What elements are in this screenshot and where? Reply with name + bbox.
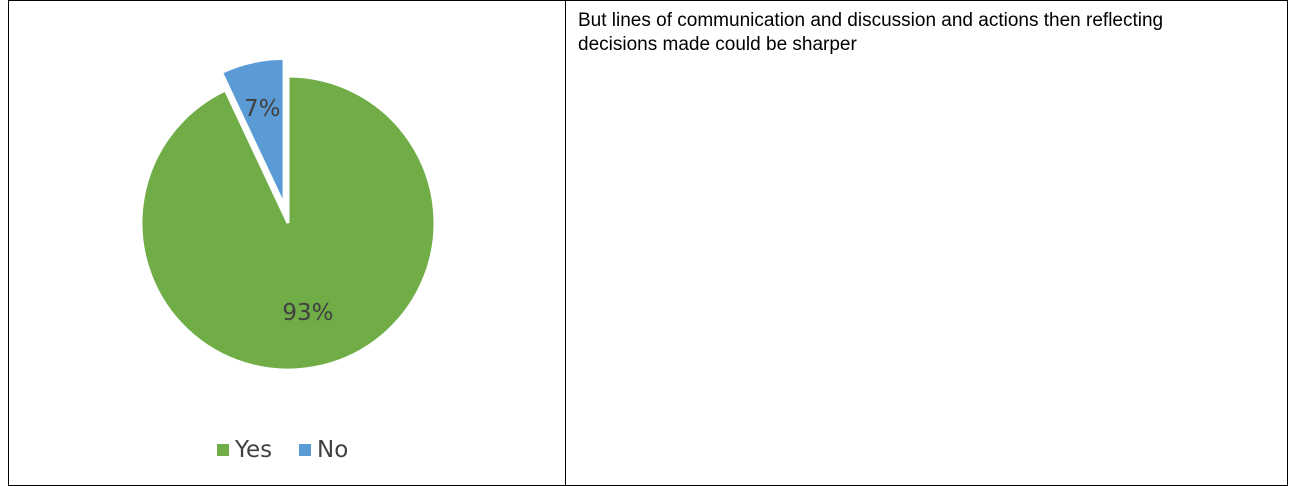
pie-slice-yes xyxy=(139,74,437,372)
document-table: 93% 7% Yes No But lines of communication a… xyxy=(8,0,1288,486)
data-label-yes: 93% xyxy=(282,300,333,326)
data-label-no: 7% xyxy=(244,96,281,122)
legend-label-yes: Yes xyxy=(234,437,272,463)
legend-swatch-no xyxy=(299,444,311,456)
legend-swatch-yes xyxy=(217,444,229,456)
pie-slice-no xyxy=(219,56,286,207)
comment-text: But lines of communication and discussio… xyxy=(578,10,1164,55)
comment-cell: But lines of communication and discussio… xyxy=(565,0,1288,486)
chart-cell: 93% 7% Yes No xyxy=(8,0,566,486)
legend-label-no: No xyxy=(317,437,348,463)
pie-chart: 93% 7% Yes No xyxy=(139,56,437,463)
